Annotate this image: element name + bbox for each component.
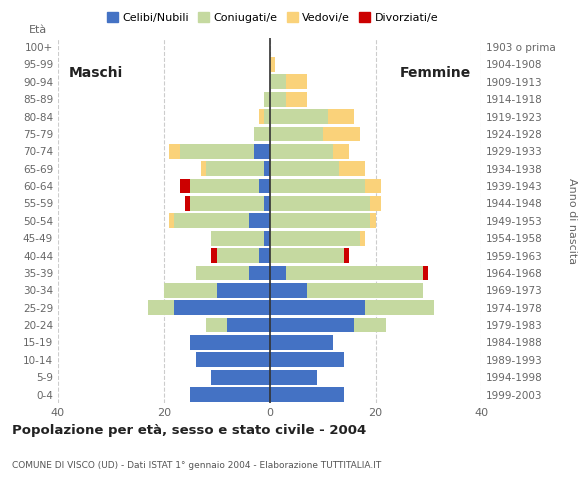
Bar	[370, 196, 381, 211]
Bar	[264, 92, 270, 107]
Bar	[190, 387, 270, 402]
Bar	[180, 144, 254, 159]
Bar	[285, 92, 307, 107]
Bar	[175, 300, 270, 315]
Bar	[264, 161, 270, 176]
Bar	[227, 318, 270, 333]
Bar	[360, 231, 365, 246]
Bar	[270, 300, 365, 315]
Bar	[354, 318, 386, 333]
Bar	[270, 283, 307, 298]
Bar	[169, 144, 180, 159]
Bar	[423, 265, 429, 280]
Y-axis label: Anno di nascita: Anno di nascita	[567, 178, 577, 264]
Bar	[206, 318, 227, 333]
Bar	[217, 283, 270, 298]
Bar	[370, 214, 376, 228]
Bar	[248, 265, 270, 280]
Bar	[180, 179, 190, 193]
Bar	[164, 283, 217, 298]
Bar	[206, 161, 264, 176]
Bar	[259, 179, 270, 193]
Bar	[270, 127, 322, 141]
Bar	[365, 179, 381, 193]
Bar	[212, 248, 217, 263]
Bar	[285, 74, 307, 89]
Bar	[270, 109, 328, 124]
Bar	[264, 109, 270, 124]
Text: COMUNE DI VISCO (UD) - Dati ISTAT 1° gennaio 2004 - Elaborazione TUTTITALIA.IT: COMUNE DI VISCO (UD) - Dati ISTAT 1° gen…	[12, 461, 381, 470]
Bar	[212, 231, 264, 246]
Bar	[185, 196, 190, 211]
Bar	[259, 109, 264, 124]
Bar	[270, 179, 365, 193]
Bar	[254, 144, 270, 159]
Bar	[270, 352, 344, 367]
Bar	[270, 265, 285, 280]
Bar	[270, 387, 344, 402]
Bar	[270, 144, 333, 159]
Bar	[270, 248, 344, 263]
Bar	[322, 127, 360, 141]
Bar	[190, 179, 259, 193]
Bar	[339, 161, 365, 176]
Bar	[270, 57, 275, 72]
Bar	[190, 196, 264, 211]
Bar	[201, 161, 206, 176]
Bar	[195, 352, 270, 367]
Bar	[175, 214, 248, 228]
Text: Maschi: Maschi	[68, 66, 123, 80]
Bar	[270, 74, 285, 89]
Bar	[259, 248, 270, 263]
Bar	[270, 370, 317, 384]
Bar	[307, 283, 423, 298]
Bar	[270, 231, 360, 246]
Bar	[217, 248, 259, 263]
Bar	[190, 335, 270, 350]
Bar	[270, 214, 370, 228]
Bar	[254, 127, 270, 141]
Text: Popolazione per età, sesso e stato civile - 2004: Popolazione per età, sesso e stato civil…	[12, 424, 366, 437]
Bar	[264, 196, 270, 211]
Bar	[169, 214, 175, 228]
Bar	[148, 300, 175, 315]
Text: Età: Età	[29, 25, 48, 35]
Bar	[333, 144, 349, 159]
Bar	[212, 370, 270, 384]
Bar	[248, 214, 270, 228]
Legend: Celibi/Nubili, Coniugati/e, Vedovi/e, Divorziati/e: Celibi/Nubili, Coniugati/e, Vedovi/e, Di…	[103, 8, 443, 27]
Bar	[328, 109, 354, 124]
Bar	[270, 318, 354, 333]
Bar	[344, 248, 349, 263]
Bar	[264, 231, 270, 246]
Bar	[270, 335, 333, 350]
Bar	[285, 265, 423, 280]
Bar	[365, 300, 434, 315]
Bar	[195, 265, 248, 280]
Text: Femmine: Femmine	[400, 66, 471, 80]
Bar	[270, 196, 370, 211]
Bar	[270, 92, 285, 107]
Bar	[270, 161, 339, 176]
